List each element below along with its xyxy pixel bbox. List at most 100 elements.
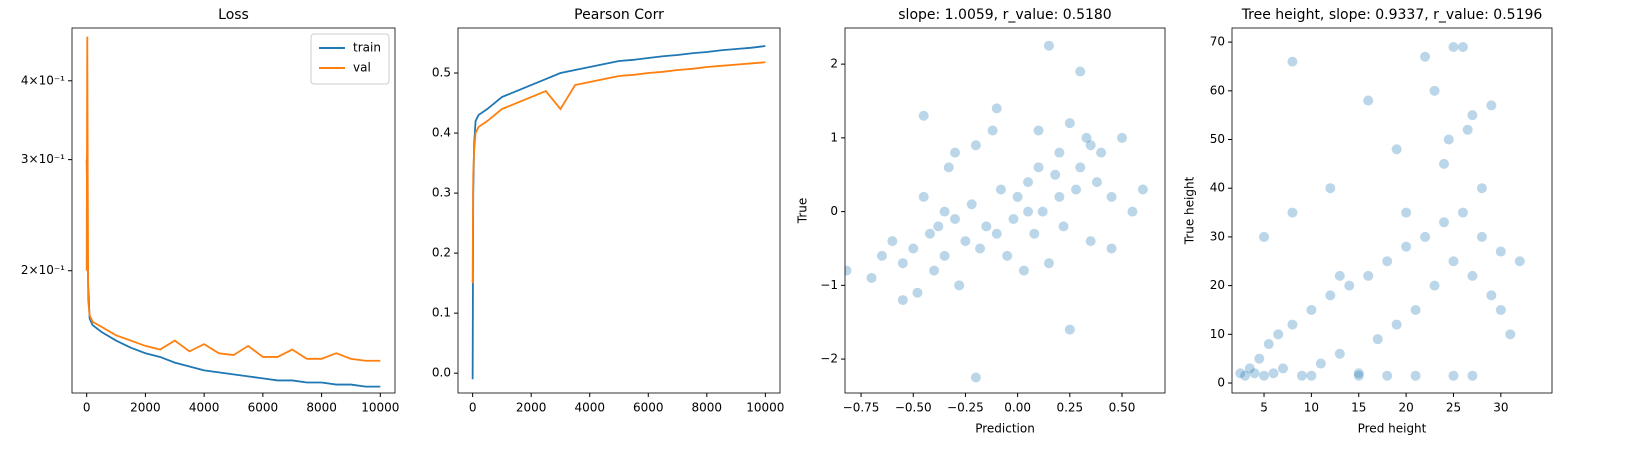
scatter-point	[1064, 118, 1075, 129]
scatter-point	[1467, 110, 1478, 121]
scatter-point	[1429, 85, 1440, 96]
scatter-point	[1277, 363, 1288, 374]
scatter-point	[1420, 231, 1431, 242]
legend-label: train	[353, 41, 381, 55]
y-tick-label: 0	[830, 204, 838, 218]
scatter-point	[1244, 363, 1255, 374]
scatter-point	[1334, 348, 1345, 359]
scatter-point	[1023, 206, 1034, 217]
x-tick-label: 25	[1446, 401, 1461, 415]
x-tick-label: 15	[1351, 401, 1366, 415]
y-tick-label: 30	[1210, 229, 1225, 243]
x-tick-label: 0	[469, 401, 477, 415]
scatter-point	[1439, 158, 1450, 169]
scatter-point	[1495, 246, 1506, 257]
scatter-point	[966, 199, 977, 210]
subplot-title: slope: 1.0059, r_value: 0.5180	[898, 7, 1111, 23]
scatter-point	[1344, 280, 1355, 291]
x-tick-label: −0.25	[947, 401, 984, 415]
scatter-point	[970, 372, 981, 383]
scatter-point	[1391, 144, 1402, 155]
scatter-point	[1259, 231, 1270, 242]
y-axis-label: True	[796, 198, 810, 225]
scatter-point	[1075, 66, 1086, 77]
scatter-point	[1439, 217, 1450, 228]
scatter-point	[1043, 258, 1054, 269]
scatter-point	[1037, 206, 1048, 217]
scatter-point	[1457, 41, 1468, 52]
y-tick-label: 0.5	[432, 66, 451, 80]
scatter-point	[845, 265, 852, 276]
y-tick-label: 2×10⁻¹	[21, 263, 65, 277]
scatter-point	[1240, 370, 1251, 381]
scatter-point	[1085, 140, 1096, 151]
y-tick-label: 0.2	[432, 246, 451, 260]
scatter-point	[1043, 40, 1054, 51]
scatter-point	[897, 295, 908, 306]
x-tick-label: 20	[1398, 401, 1413, 415]
y-tick-label: −2	[820, 352, 838, 366]
scatter-point	[1363, 95, 1374, 106]
scatter-point	[1137, 184, 1148, 195]
scatter-point	[960, 236, 971, 247]
scatter-point	[1486, 100, 1497, 111]
scatter-point	[908, 243, 919, 254]
y-tick-label: 20	[1210, 278, 1225, 292]
scatter-point	[1235, 368, 1246, 379]
scatter-point	[1273, 329, 1284, 340]
scatter-point	[1116, 132, 1127, 143]
x-tick-label: 0.25	[1056, 401, 1083, 415]
plot-area	[471, 45, 766, 380]
scatter-point	[929, 265, 940, 276]
scatter-point	[912, 287, 923, 298]
scatter-point	[1259, 370, 1270, 381]
axes-frame	[71, 27, 396, 394]
scatter-point	[876, 250, 887, 261]
scatter-point	[1420, 51, 1431, 62]
scatter-point	[1467, 270, 1478, 281]
scatter-point	[924, 228, 935, 239]
y-tick-label: 10	[1210, 327, 1225, 341]
x-tick-label: 0.50	[1109, 401, 1136, 415]
x-axis-label: Prediction	[975, 422, 1035, 436]
x-tick-label: 2000	[516, 401, 547, 415]
scatter-point	[1391, 319, 1402, 330]
scatter-point	[1054, 191, 1065, 202]
series-line	[471, 61, 766, 284]
scatter-point	[1401, 207, 1412, 218]
y-tick-label: 60	[1210, 83, 1225, 97]
scatter-point	[1064, 324, 1075, 335]
scatter-point	[1448, 370, 1459, 381]
axes-frame	[844, 27, 1166, 394]
scatter-point	[950, 213, 961, 224]
y-tick-label: 50	[1210, 132, 1225, 146]
scatter-point	[1467, 370, 1478, 381]
scatter-point	[1495, 304, 1506, 315]
scatter-point	[1462, 124, 1473, 135]
scatter-point	[1306, 370, 1317, 381]
scatter-point	[1287, 319, 1298, 330]
y-tick-label: 3×10⁻¹	[21, 152, 65, 166]
scatter-point	[954, 280, 965, 291]
scatter-point	[939, 250, 950, 261]
scatter-point	[1486, 290, 1497, 301]
scatter-point	[918, 110, 929, 121]
scatter-point	[1334, 270, 1345, 281]
x-axis-label: Pred height	[1358, 422, 1427, 436]
scatter-point	[1476, 183, 1487, 194]
y-tick-label: 0	[1217, 376, 1225, 390]
axes-frame	[457, 27, 781, 394]
series-line	[85, 159, 381, 388]
scatter-point	[1505, 329, 1516, 340]
scatter-point	[995, 184, 1006, 195]
scatter-point	[1033, 125, 1044, 136]
scatter-point	[1081, 132, 1092, 143]
scatter-point	[1029, 228, 1040, 239]
x-tick-label: 2000	[130, 401, 161, 415]
scatter-point	[1263, 339, 1274, 350]
scatter-point	[1054, 147, 1065, 158]
x-tick-label: 30	[1493, 401, 1508, 415]
scatter-point	[1325, 290, 1336, 301]
scatter-point	[1071, 184, 1082, 195]
